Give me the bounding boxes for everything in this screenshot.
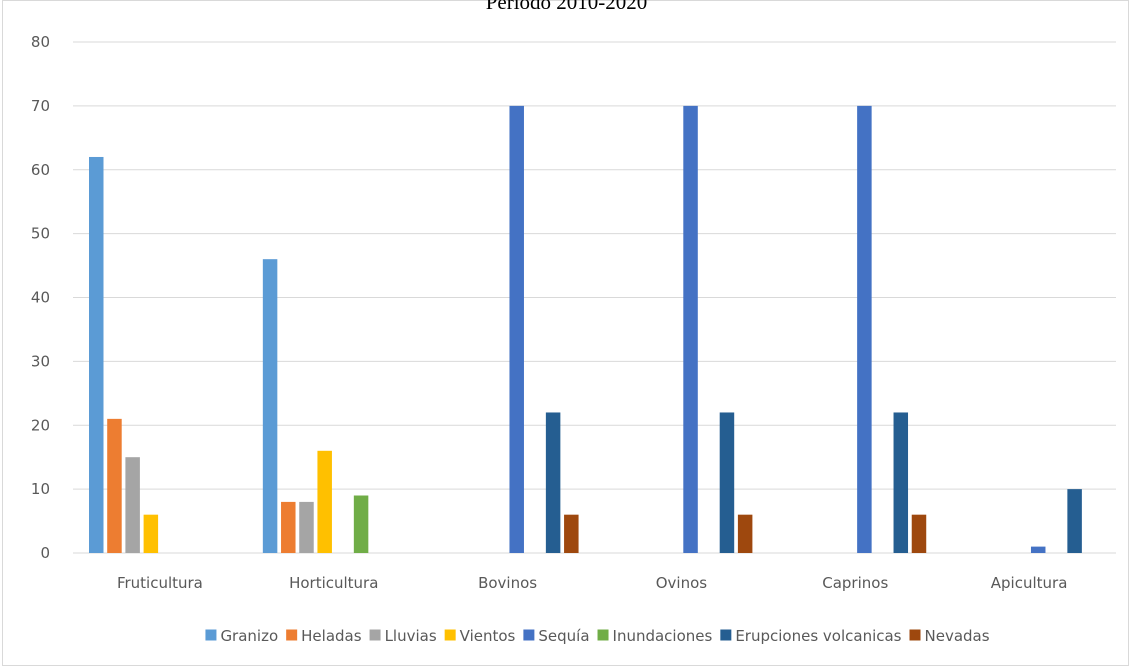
bar [893,412,909,553]
bar [1030,546,1046,553]
bar [737,514,753,553]
legend-label: Sequía [538,627,589,645]
bar [143,514,159,553]
bar [317,450,332,553]
bar [545,412,561,553]
y-tick-label: 10 [31,480,50,498]
bar [911,514,927,553]
legend-swatch [286,629,298,641]
legend-swatch [720,629,732,641]
bar [353,495,369,553]
x-tick-label: Caprinos [822,574,888,592]
legend-label: Heladas [301,627,362,645]
chart-title: Periodo 2010-2020 [485,0,648,14]
y-tick-label: 40 [31,289,50,307]
bar [107,418,122,553]
legend-swatch [523,629,535,641]
y-tick-label: 30 [31,352,50,370]
legend-swatch [444,629,456,641]
bar [299,501,314,553]
legend-label: Erupciones volcanicas [735,627,901,645]
legend-label: Nevadas [925,627,990,645]
y-tick-label: 50 [31,225,50,243]
x-tick-label: Bovinos [478,574,537,592]
legend-label: Granizo [220,627,278,645]
x-tick-label: Ovinos [656,574,708,592]
legend-swatch [205,629,217,641]
y-tick-label: 60 [31,161,50,179]
bar [1067,489,1082,553]
legend-swatch [909,629,921,641]
bar [509,105,524,553]
y-tick-label: 80 [31,33,50,51]
bar [683,105,698,553]
legend-label: Vientos [460,627,516,645]
legend-swatch [597,629,609,641]
bar [262,259,278,553]
legend-swatch [369,629,381,641]
x-tick-label: Fruticultura [117,574,203,592]
bar [857,105,872,553]
bar [125,457,140,553]
legend-label: Lluvias [385,627,437,645]
y-tick-label: 20 [31,416,50,434]
x-tick-label: Apicultura [991,574,1068,592]
y-tick-label: 70 [31,97,50,115]
x-tick-label: Horticultura [289,574,378,592]
bar [564,514,579,553]
bar [89,156,104,553]
legend-label: Inundaciones [613,627,713,645]
bar [281,501,296,553]
bar [719,412,735,553]
y-tick-label: 0 [40,544,50,562]
